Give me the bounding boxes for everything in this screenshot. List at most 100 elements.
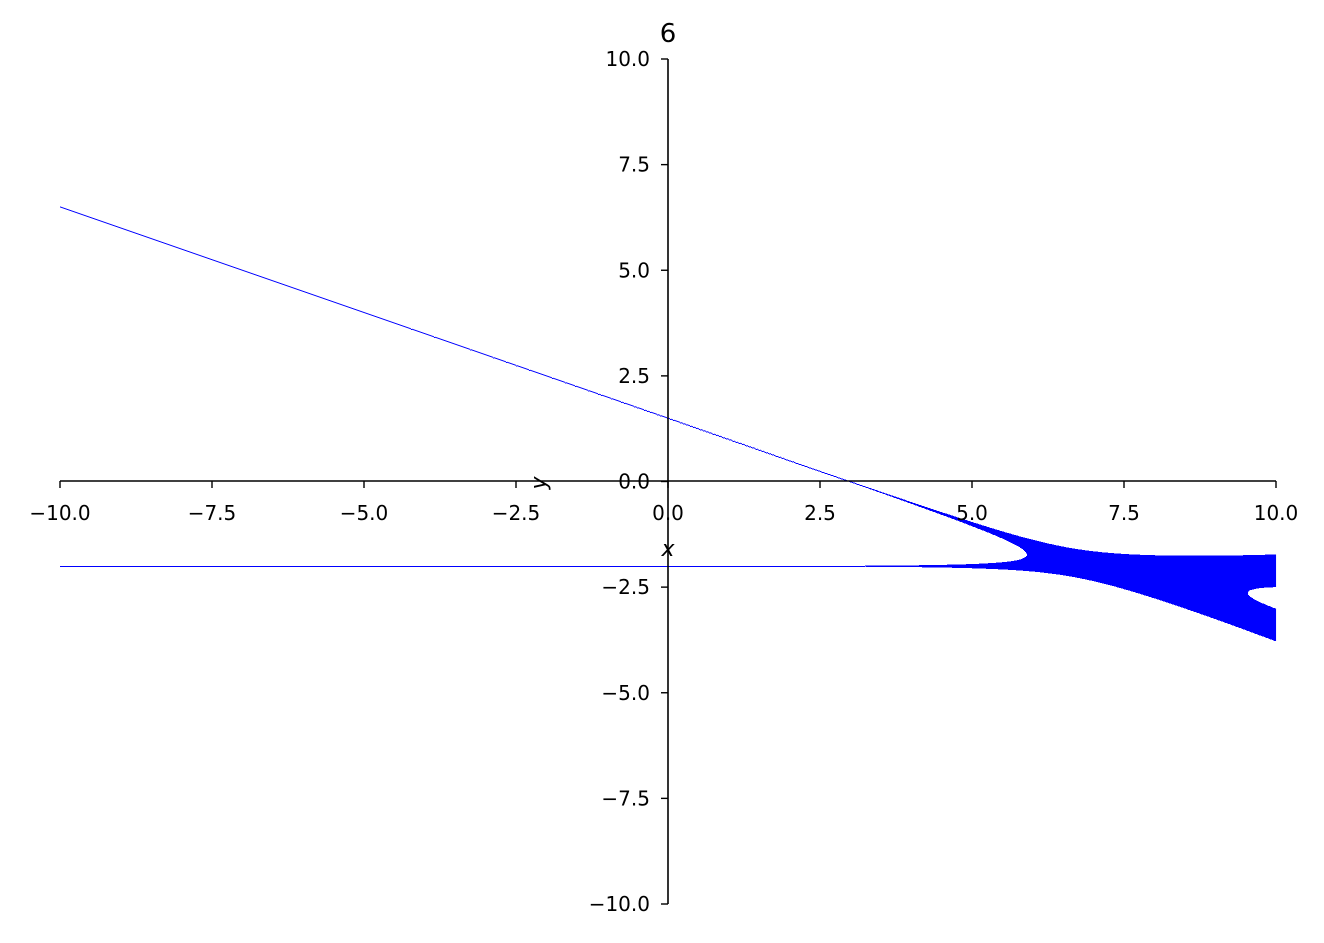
curve-segment — [540, 373, 542, 375]
curve-segment — [363, 311, 365, 313]
curve-segment — [359, 566, 361, 567]
curve-segment — [226, 264, 228, 266]
curve-segment — [360, 566, 362, 567]
curve-segment — [180, 566, 182, 567]
curve-segment — [268, 566, 270, 567]
curve-segment — [794, 566, 796, 567]
curve-segment — [254, 566, 256, 567]
curve-segment — [1152, 555, 1154, 598]
curve-segment — [676, 566, 678, 567]
curve-segment — [1219, 555, 1221, 621]
curve-segment — [723, 566, 725, 567]
curve-segment — [974, 523, 976, 527]
curve-segment — [1188, 555, 1190, 610]
curve-segment — [638, 566, 640, 567]
curve-segment — [844, 566, 846, 567]
curve-segment — [261, 566, 263, 567]
curve-segment — [403, 325, 405, 327]
curve-segment — [532, 370, 534, 372]
curve-segment — [173, 245, 175, 247]
x-tick-label: −7.5 — [188, 501, 237, 525]
curve-segment — [821, 471, 823, 473]
curve-segment — [1002, 531, 1004, 539]
curve-segment — [198, 254, 200, 256]
curve-segment — [764, 451, 766, 453]
curve-segment — [350, 566, 352, 567]
curve-segment — [988, 527, 990, 533]
curve-segment — [1076, 549, 1078, 578]
curve-segment — [910, 565, 912, 567]
curve-segment — [959, 518, 961, 522]
curve-segment — [645, 409, 647, 411]
curve-segment — [985, 563, 987, 569]
curve-segment — [686, 424, 688, 426]
curve-segment — [597, 393, 599, 395]
curve-segment — [909, 565, 911, 567]
curve-segment — [494, 566, 496, 567]
curve-segment — [1011, 561, 1013, 570]
curve-segment — [803, 566, 805, 567]
curve-segment — [828, 474, 830, 475]
curve-segment — [471, 349, 473, 351]
curve-segment — [380, 317, 382, 319]
curve-segment — [510, 566, 512, 567]
curve-segment — [116, 566, 118, 567]
curve-segment — [1025, 538, 1027, 552]
curve-segment — [480, 352, 482, 354]
curve-segment — [698, 566, 700, 567]
curve-segment — [170, 244, 172, 246]
curve-segment — [147, 566, 149, 567]
curve-segment — [728, 438, 730, 440]
curve-segment — [1109, 553, 1111, 585]
curve-segment — [425, 566, 427, 567]
curve-segment — [98, 566, 100, 567]
curve-segment — [742, 566, 744, 567]
curve-segment — [434, 566, 436, 567]
curve-segment — [989, 563, 991, 569]
curve-segment — [732, 440, 734, 442]
curve-segment — [1148, 555, 1150, 597]
curve-segment — [607, 396, 609, 398]
curve-segment — [903, 565, 905, 567]
curve-segment — [1054, 545, 1056, 574]
curve-segment — [845, 566, 847, 567]
curve-segment — [1053, 544, 1055, 574]
curve-segment — [1258, 601, 1260, 635]
curve-segment — [531, 566, 533, 567]
curve-segment — [1215, 555, 1217, 619]
curve-segment — [476, 351, 478, 353]
curve-segment — [530, 369, 532, 371]
curve-segment — [265, 277, 267, 279]
curve-segment — [1147, 555, 1149, 596]
curve-segment — [450, 342, 452, 344]
curve-segment — [987, 527, 989, 533]
curve-segment — [980, 563, 982, 569]
curve-segment — [409, 566, 411, 567]
curve-segment — [336, 302, 338, 304]
curve-segment — [498, 358, 500, 360]
curve-segment — [542, 566, 544, 567]
curve-segment — [206, 257, 208, 259]
curve-segment — [717, 566, 719, 567]
curve-segment — [901, 498, 903, 501]
curve-segment — [405, 566, 407, 567]
curve-segment — [1087, 550, 1089, 580]
curve-segment — [306, 292, 308, 294]
curve-segment — [210, 258, 212, 260]
curve-segment — [674, 566, 676, 567]
curve-segment — [964, 564, 966, 568]
curve-segment — [703, 566, 705, 567]
curve-segment — [549, 376, 551, 378]
curve-segment — [589, 390, 591, 392]
curve-segment — [1255, 555, 1257, 589]
curve-segment — [988, 563, 990, 569]
curve-segment — [68, 566, 70, 567]
curve-segment — [351, 307, 353, 309]
curve-segment — [747, 566, 749, 567]
curve-segment — [714, 433, 716, 435]
curve-segment — [1002, 562, 1004, 570]
curve-segment — [1144, 555, 1146, 596]
curve-segment — [583, 566, 585, 567]
curve-segment — [422, 332, 424, 334]
curve-segment — [791, 566, 793, 567]
